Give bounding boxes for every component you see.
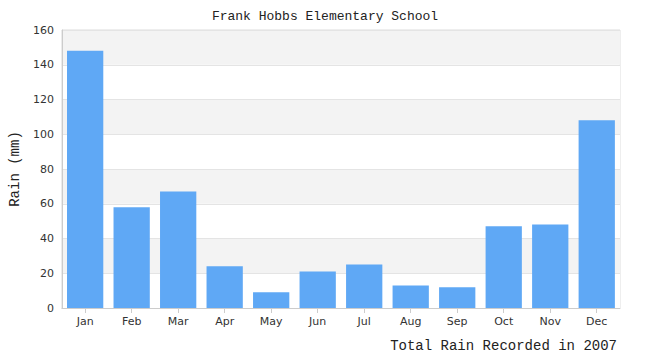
svg-text:Frank Hobbs Elementary School: Frank Hobbs Elementary School	[212, 9, 438, 24]
svg-text:Feb: Feb	[122, 315, 141, 328]
svg-text:Jan: Jan	[76, 315, 94, 328]
svg-text:Rain (mm): Rain (mm)	[7, 131, 23, 207]
svg-text:Sep: Sep	[447, 315, 468, 328]
svg-text:40: 40	[40, 232, 54, 245]
svg-text:140: 140	[33, 58, 54, 71]
svg-text:20: 20	[40, 267, 54, 280]
svg-text:Jul: Jul	[357, 315, 371, 328]
svg-text:Dec: Dec	[586, 315, 607, 328]
svg-text:60: 60	[40, 197, 54, 210]
svg-text:160: 160	[33, 24, 54, 37]
svg-text:Apr: Apr	[215, 315, 235, 328]
svg-text:80: 80	[40, 163, 54, 176]
svg-text:100: 100	[33, 128, 54, 141]
svg-text:Oct: Oct	[494, 315, 514, 328]
svg-text:120: 120	[33, 93, 54, 106]
svg-text:Mar: Mar	[168, 315, 189, 328]
svg-text:Total Rain Recorded in 2007: Total Rain Recorded in 2007	[390, 338, 617, 354]
svg-text:Jun: Jun	[308, 315, 326, 328]
svg-text:May: May	[260, 315, 283, 328]
svg-text:Nov: Nov	[540, 315, 562, 328]
svg-text:Aug: Aug	[400, 315, 421, 328]
svg-text:0: 0	[47, 302, 54, 315]
